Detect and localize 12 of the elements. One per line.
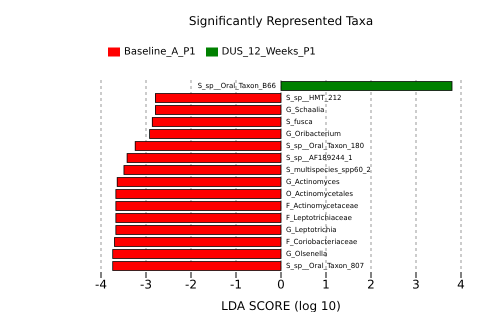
x-tick-label: 2 bbox=[367, 278, 375, 292]
x-tick-label: 0 bbox=[277, 278, 285, 292]
x-tick-label: -4 bbox=[95, 278, 107, 292]
x-tick-label: -3 bbox=[140, 278, 152, 292]
legend-label: Baseline_A_P1 bbox=[124, 46, 196, 58]
x-tick-label: -2 bbox=[185, 278, 197, 292]
x-tick-label: 3 bbox=[412, 278, 420, 292]
x-tick-label: 1 bbox=[322, 278, 330, 292]
chart-title: Significantly Represented Taxa bbox=[188, 14, 374, 28]
x-tick-label: 4 bbox=[457, 278, 465, 292]
legend-label: DUS_12_Weeks_P1 bbox=[222, 46, 316, 58]
x-tick-label: -1 bbox=[230, 278, 242, 292]
